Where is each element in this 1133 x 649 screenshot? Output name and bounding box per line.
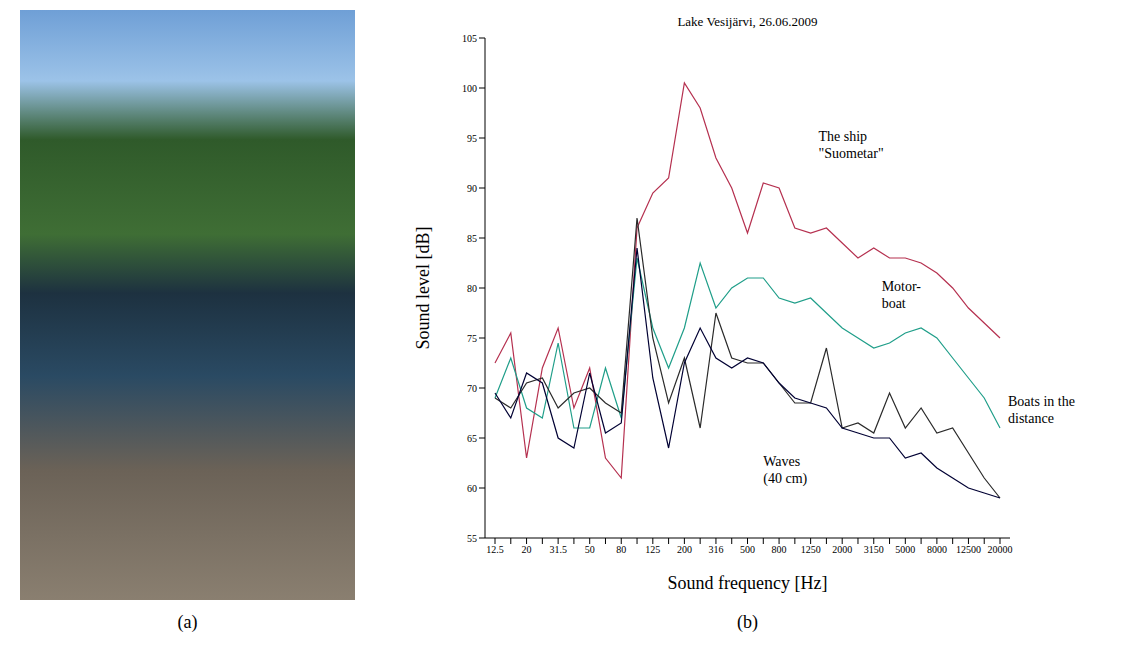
svg-text:31.5: 31.5 (549, 544, 567, 555)
svg-text:70: 70 (467, 383, 477, 394)
svg-text:105: 105 (462, 33, 477, 44)
svg-text:85: 85 (467, 233, 477, 244)
html-text:(40 cm): (40 cm) (763, 471, 808, 486)
svg-text:316: 316 (708, 544, 723, 555)
svg-text:75: 75 (467, 333, 477, 344)
html-text:distance: distance (1008, 411, 1054, 426)
svg-text:Sound frequency [Hz]: Sound frequency [Hz] (668, 573, 828, 593)
svg-text:Sound level [dB]: Sound level [dB] (413, 227, 433, 350)
svg-text:20000: 20000 (988, 544, 1013, 555)
html-text:boat: boat (881, 296, 906, 311)
svg-text:20: 20 (522, 544, 532, 555)
svg-text:100: 100 (462, 83, 477, 94)
svg-text:60: 60 (467, 483, 477, 494)
svg-text:95: 95 (467, 133, 477, 144)
svg-text:500: 500 (740, 544, 755, 555)
svg-text:125: 125 (645, 544, 660, 555)
svg-text:1250: 1250 (801, 544, 821, 555)
svg-text:12500: 12500 (956, 544, 981, 555)
svg-text:2000: 2000 (832, 544, 852, 555)
html-text:Waves: Waves (763, 454, 801, 469)
html-text:(a): (a) (177, 612, 198, 632)
html-text:(b): (b) (737, 612, 758, 632)
svg-text:8000: 8000 (927, 544, 947, 555)
html-text:Lake Vesijärvi, 26.06.2009: Lake Vesijärvi, 26.06.2009 (677, 14, 818, 29)
html-text:The ship: The ship (818, 129, 868, 144)
html-text:"Suometar": "Suometar" (818, 146, 884, 161)
svg-text:80: 80 (467, 283, 477, 294)
svg-text:3150: 3150 (864, 544, 884, 555)
html-text:Boats in the: Boats in the (1008, 394, 1075, 409)
svg-text:55: 55 (467, 533, 477, 544)
html-text:Motor-: Motor- (881, 279, 921, 294)
svg-text:80: 80 (616, 544, 626, 555)
svg-text:12.5: 12.5 (486, 544, 504, 555)
svg-text:800: 800 (772, 544, 787, 555)
svg-text:90: 90 (467, 183, 477, 194)
svg-text:65: 65 (467, 433, 477, 444)
svg-text:200: 200 (677, 544, 692, 555)
svg-text:5000: 5000 (895, 544, 915, 555)
svg-text:50: 50 (585, 544, 595, 555)
